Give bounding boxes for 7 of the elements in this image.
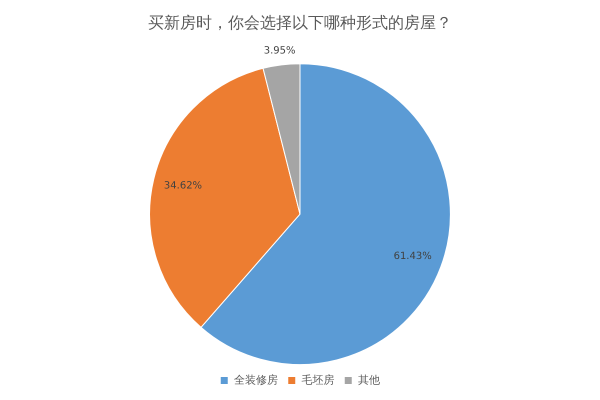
- data-label: 61.43%: [394, 250, 432, 262]
- data-label: 3.95%: [264, 46, 296, 57]
- legend-label: 其他: [358, 373, 380, 386]
- legend-label: 毛坯房: [301, 373, 334, 386]
- data-label: 34.62%: [164, 180, 202, 192]
- chart-title: 买新房时，你会选择以下哪种形式的房屋？: [148, 12, 452, 32]
- legend-label: 全装修房: [234, 373, 278, 386]
